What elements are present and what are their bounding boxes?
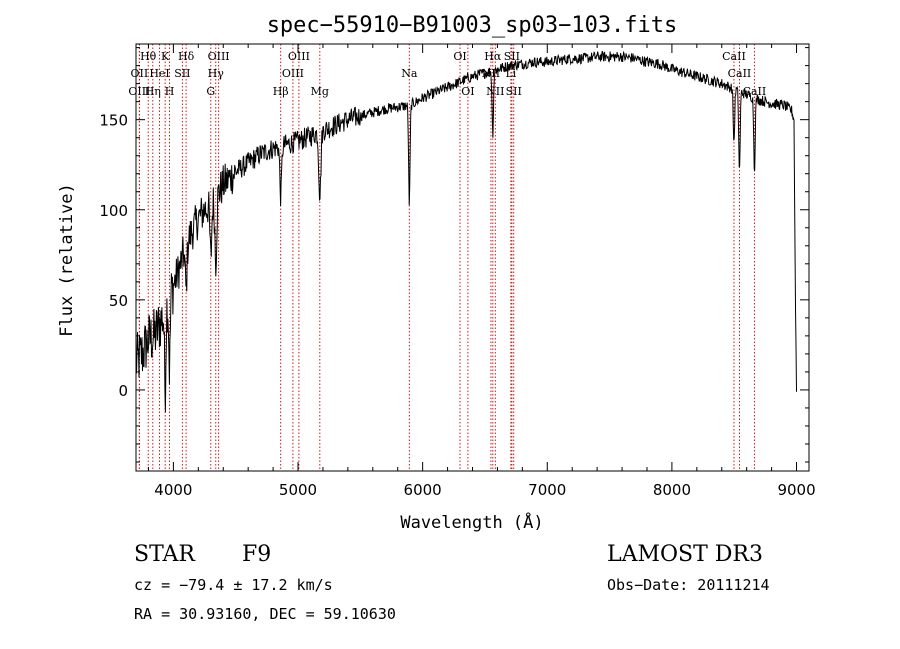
- spectral-line-label: Hβ: [273, 85, 289, 98]
- spectral-line-label: Na: [401, 67, 418, 80]
- spectral-line-label: SII: [174, 67, 190, 80]
- observation-date: Obs−Date: 20111214: [607, 576, 770, 594]
- y-tick-label: 150: [99, 112, 128, 130]
- spectral-line-label: Li: [505, 67, 516, 80]
- spectral-line-label: OI: [453, 50, 466, 63]
- spectral-line-label: G: [206, 85, 215, 98]
- redshift-cz: cz = −79.4 ± 17.2 km/s: [134, 576, 333, 594]
- object-class: STAR: [134, 542, 196, 567]
- spectral-line-labels: Hθ OII OIII K HeI Hη SII H Hδ OIII Hγ G Hβ OIII OIII Mg…: [128, 50, 766, 98]
- spectral-line-label: Mg: [311, 85, 329, 98]
- spectral-line-label: NII: [486, 85, 504, 98]
- y-axis-ticks: 0 50 100 150: [99, 47, 809, 463]
- spectral-line-label: Hθ: [140, 50, 157, 63]
- x-axis-label: Wavelength (Å): [400, 511, 543, 533]
- x-axis-ticks: 4000 5000 6000 7000 8000 9000: [147, 44, 816, 499]
- spectral-line-label: H: [165, 85, 175, 98]
- chart-title: spec−55910−B91003_sp03−103.fits: [267, 13, 678, 38]
- plot-frame: [135, 43, 810, 472]
- spectral-line-label: CaII: [743, 85, 767, 98]
- y-axis-label: Flux (relative): [57, 183, 77, 337]
- spectral-line-markers: [138, 44, 755, 471]
- x-tick-label: 8000: [653, 481, 691, 499]
- spectrum-line: [135, 50, 797, 413]
- spectral-line-label: OIII: [288, 50, 310, 63]
- x-tick-label: 6000: [404, 481, 442, 499]
- spectral-line-label: OI: [461, 85, 474, 98]
- spectral-line-label: Hγ: [208, 67, 225, 80]
- spectral-line-label: HeI: [149, 67, 169, 80]
- x-tick-label: 4000: [154, 481, 192, 499]
- spectral-line-label: OIII: [282, 67, 304, 80]
- spectral-line-label: OII: [131, 67, 149, 80]
- spectral-line-label: CaII: [722, 50, 746, 63]
- x-tick-label: 9000: [777, 481, 815, 499]
- y-tick-label: 100: [99, 202, 128, 220]
- spectral-line-label: OIII: [128, 85, 150, 98]
- spectral-line-label: K: [161, 50, 170, 63]
- spectral-line-label: Hδ: [178, 50, 195, 63]
- spectral-line-label: OIII: [208, 50, 230, 63]
- coordinates: RA = 30.93160, DEC = 59.10630: [134, 605, 396, 623]
- spectral-line-label: SII: [506, 85, 522, 98]
- survey-name: LAMOST DR3: [607, 542, 763, 567]
- y-tick-label: 0: [118, 382, 128, 400]
- object-subclass: F9: [242, 542, 271, 567]
- spectral-line-label: Hα: [484, 50, 502, 63]
- spectral-line-label: Hη: [145, 85, 161, 98]
- spectral-line-label: SII: [504, 50, 520, 63]
- spectral-line-label: CaII: [728, 67, 752, 80]
- x-tick-label: 7000: [528, 481, 566, 499]
- x-tick-label: 5000: [279, 481, 317, 499]
- y-tick-label: 50: [109, 292, 128, 310]
